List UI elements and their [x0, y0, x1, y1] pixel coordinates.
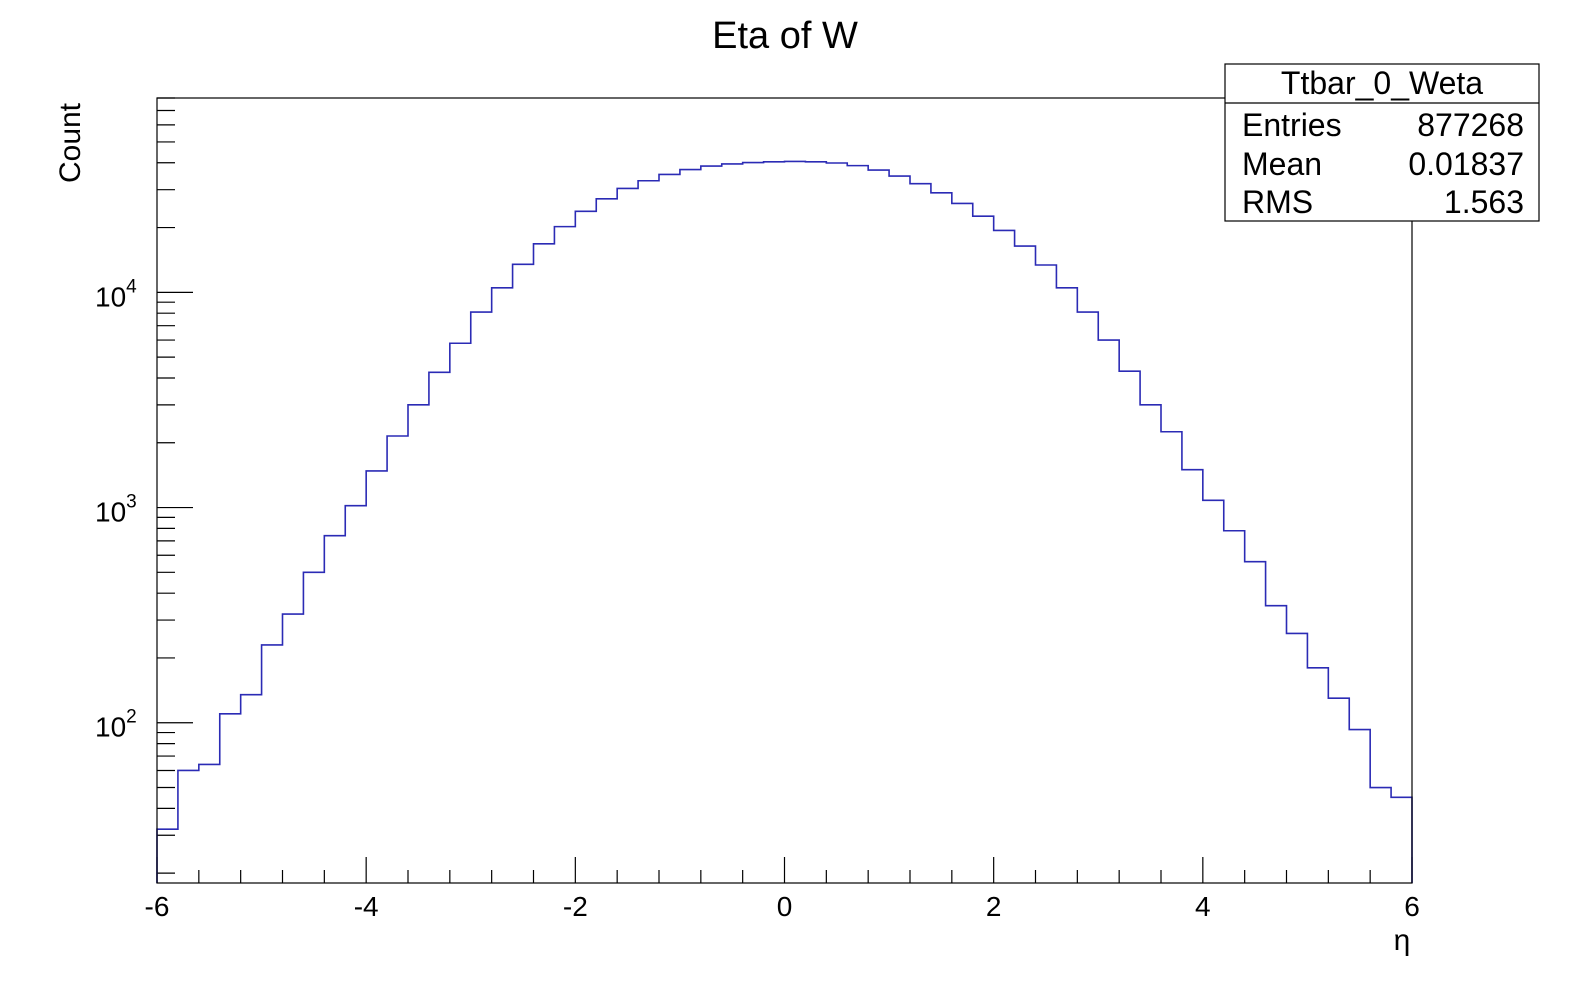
stats-mean-value: 0.01837 [1408, 146, 1524, 182]
x-tick-label: 4 [1195, 891, 1211, 922]
x-axis-label: η [1394, 924, 1411, 957]
x-tick-label: 6 [1404, 891, 1420, 922]
x-tick-label: 2 [986, 891, 1002, 922]
histogram-series [156, 160, 1413, 883]
stats-box-frame [1224, 63, 1540, 222]
stats-entries-label: Entries [1242, 107, 1342, 143]
stats-rms-value: 1.563 [1444, 184, 1524, 220]
axis-tick-labels: -6 -4 -2 0 2 4 6 102 103 104 [95, 276, 1420, 922]
stats-box: Ttbar_0_Weta Entries 877268 Mean 0.01837… [1224, 63, 1540, 222]
y-tick-label: 102 [95, 707, 137, 743]
y-axis-label: Count [54, 102, 87, 183]
x-tick-label: 0 [777, 891, 793, 922]
x-tick-label: -6 [145, 891, 170, 922]
stats-rms-label: RMS [1242, 184, 1313, 220]
x-tick-label: -2 [563, 891, 588, 922]
y-tick-label: 103 [95, 492, 137, 528]
y-tick-label: 104 [95, 276, 137, 312]
x-tick-label: -4 [354, 891, 379, 922]
stats-mean-label: Mean [1242, 146, 1322, 182]
plot-frame [156, 97, 1413, 884]
stats-entries-value: 877268 [1417, 107, 1524, 143]
chart-title: Eta of W [712, 15, 858, 57]
axis-ticks [156, 97, 1413, 883]
stats-histogram-name: Ttbar_0_Weta [1281, 65, 1483, 101]
